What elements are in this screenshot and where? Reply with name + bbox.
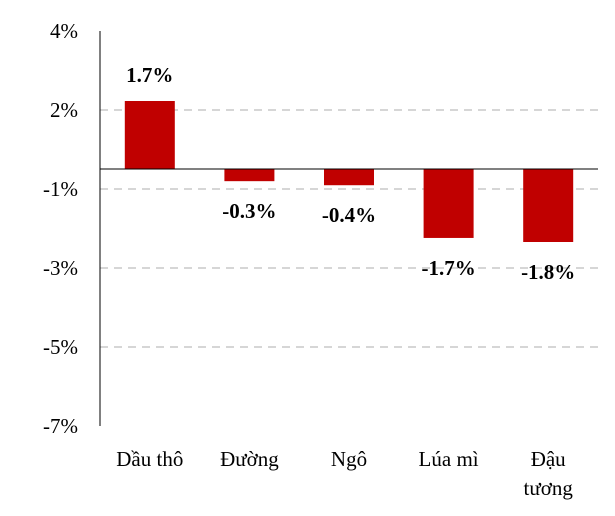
bars bbox=[124, 101, 574, 242]
category-label: Đậu tương bbox=[524, 447, 574, 500]
y-tick-label: 4% bbox=[50, 19, 78, 43]
y-tick-labels: 4% 2% -1% -3% -5% -7% bbox=[43, 19, 78, 438]
y-tick-label: -7% bbox=[43, 414, 78, 438]
category-label: Đường bbox=[220, 447, 279, 471]
bar bbox=[124, 101, 175, 169]
bar bbox=[224, 169, 275, 182]
bar bbox=[324, 169, 374, 186]
category-labels: Dầu thô Đường Ngô Lúa mì Đậu tương bbox=[116, 447, 573, 500]
y-tick-label: -5% bbox=[43, 335, 78, 359]
data-label: 1.7% bbox=[126, 63, 173, 87]
category-label: Lúa mì bbox=[419, 447, 479, 471]
y-tick-label: 2% bbox=[50, 98, 78, 122]
data-label: -1.8% bbox=[521, 260, 575, 284]
data-label: -1.7% bbox=[421, 256, 475, 280]
y-tick-label: -1% bbox=[43, 177, 78, 201]
category-label: Dầu thô bbox=[116, 447, 183, 471]
bar bbox=[523, 169, 574, 242]
bar bbox=[423, 169, 474, 238]
data-label: -0.3% bbox=[222, 199, 276, 223]
y-tick-label: -3% bbox=[43, 256, 78, 280]
category-label: Ngô bbox=[331, 447, 367, 471]
data-label: -0.4% bbox=[322, 203, 376, 227]
data-labels: 1.7% -0.3% -0.4% -1.7% -1.8% bbox=[126, 63, 575, 284]
